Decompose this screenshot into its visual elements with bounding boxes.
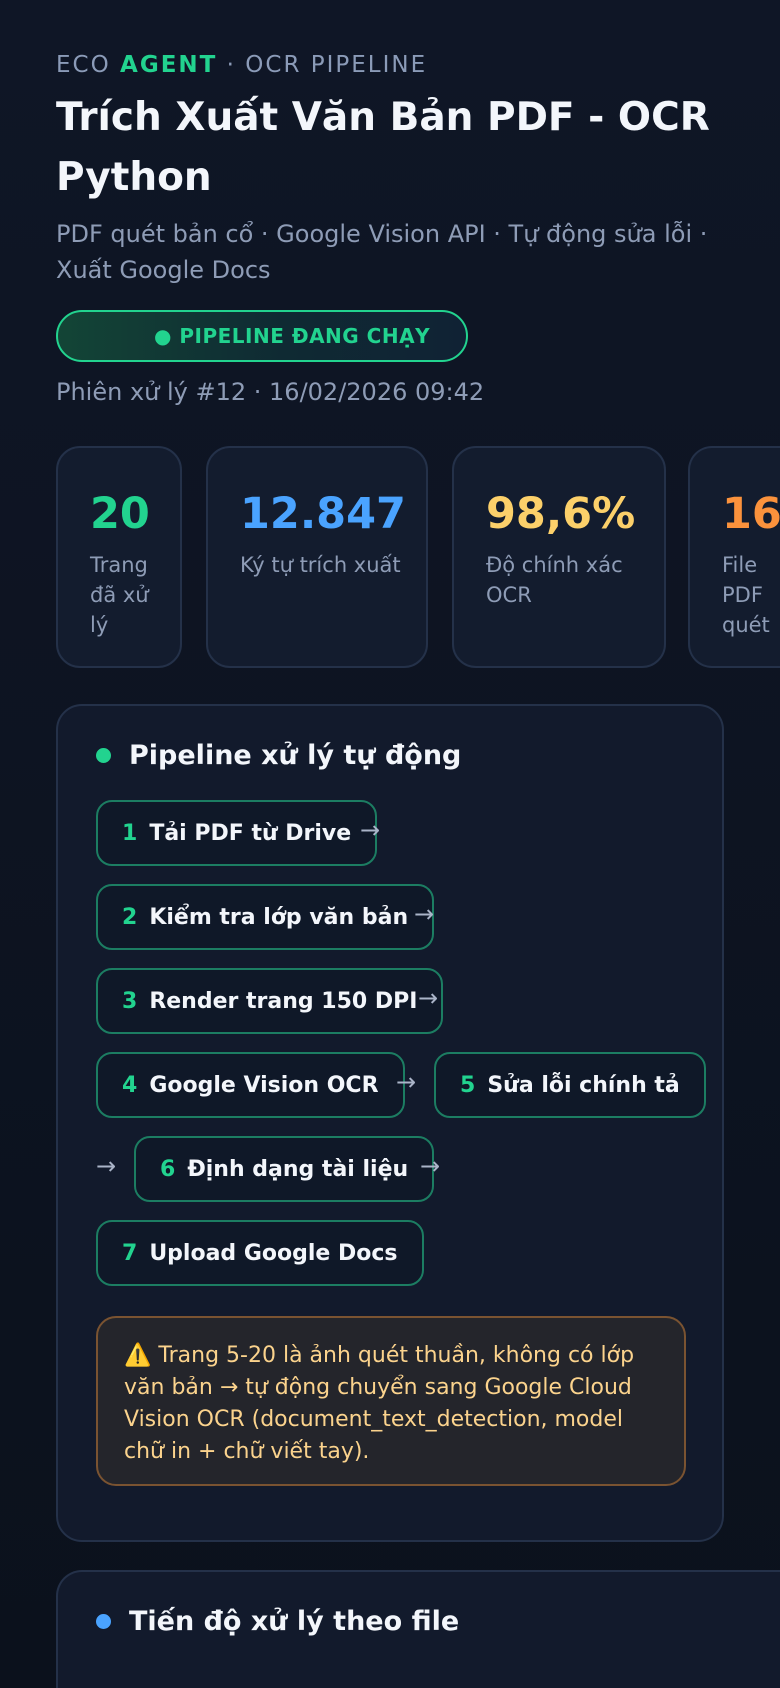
status-dot-icon [96, 1614, 111, 1629]
step-label: Render trang 150 DPI [149, 988, 418, 1014]
stat-value: 16 [722, 489, 780, 539]
step-label: Định dạng tài liệu [187, 1156, 409, 1182]
arrow-right-icon: → [396, 1068, 417, 1096]
step-number: 7 [122, 1240, 138, 1266]
arrow-right-icon: → [418, 984, 439, 1012]
page-subtitle: PDF quét bản cổ · Google Vision API · Tự… [56, 220, 708, 284]
pipeline-heading: Pipeline xử lý tự động [96, 740, 461, 771]
session-info: Phiên xử lý #12 · 16/02/2026 09:42 [56, 378, 485, 406]
stat-label: Trang đã xử lý [90, 553, 149, 637]
arrow-right-icon: → [360, 816, 381, 844]
progress-heading: Tiến độ xử lý theo file [96, 1606, 459, 1637]
eyebrow-pre: ECO [56, 52, 121, 78]
step-label: Sửa lỗi chính tả [487, 1072, 680, 1098]
stat-card-accuracy: 98,6% Độ chính xác OCR [452, 446, 666, 668]
step-number: 3 [122, 988, 138, 1014]
stat-label: Độ chính xác OCR [486, 553, 623, 607]
step-number: 6 [160, 1156, 176, 1182]
step-label: Kiểm tra lớp văn bản [149, 904, 409, 930]
pipeline-step-7[interactable]: 7 Upload Google Docs [96, 1220, 424, 1286]
pipeline-step-2[interactable]: 2 Kiểm tra lớp văn bản [96, 884, 435, 950]
pipeline-panel: Pipeline xử lý tự động 1 Tải PDF từ Driv… [56, 704, 724, 1542]
eyebrow-accent: AGENT [120, 52, 218, 78]
stat-label: Ký tự trích xuất [240, 553, 401, 577]
stat-value: 98,6% [486, 489, 636, 539]
eyebrow: ECO AGENT · OCR PIPELINE [56, 52, 427, 78]
step-number: 1 [122, 820, 138, 846]
arrow-right-icon: → [420, 1152, 441, 1180]
step-number: 2 [122, 904, 138, 930]
pipeline-step-4[interactable]: 4 Google Vision OCR [96, 1052, 405, 1118]
arrow-right-icon: → [414, 900, 435, 928]
stat-value: 20 [90, 489, 150, 539]
step-number: 4 [122, 1072, 138, 1098]
page-title: Trích Xuất Văn Bản PDF - OCR Python [56, 95, 710, 200]
eyebrow-post: · OCR PIPELINE [217, 52, 428, 78]
stat-card-files: 16 File PDF quét [688, 446, 780, 668]
step-label: Google Vision OCR [149, 1072, 379, 1098]
pipeline-step-6[interactable]: 6 Định dạng tài liệu [134, 1136, 435, 1202]
progress-panel: Tiến độ xử lý theo file [56, 1570, 780, 1688]
stat-card-pages: 20 Trang đã xử lý [56, 446, 182, 668]
ocr-warning-box: ⚠️ Trang 5-20 là ảnh quét thuần, không c… [96, 1316, 686, 1486]
stat-label: File PDF quét [722, 553, 770, 637]
status-dot-icon [96, 748, 111, 763]
arrow-right-icon: → [96, 1152, 117, 1180]
warning-text: Trang 5-20 là ảnh quét thuần, không có l… [124, 1343, 635, 1464]
stat-value: 12.847 [240, 489, 406, 539]
pipeline-step-3[interactable]: 3 Render trang 150 DPI [96, 968, 444, 1034]
pipeline-status-badge: ● PIPELINE ĐANG CHẠY [56, 310, 468, 362]
pipeline-step-1[interactable]: 1 Tải PDF từ Drive [96, 800, 378, 866]
warning-icon: ⚠️ [124, 1343, 152, 1368]
pipeline-title: Pipeline xử lý tự động [129, 740, 462, 771]
step-number: 5 [460, 1072, 476, 1098]
pipeline-step-5[interactable]: 5 Sửa lỗi chính tả [434, 1052, 706, 1118]
step-label: Tải PDF từ Drive [149, 820, 352, 846]
stat-card-characters: 12.847 Ký tự trích xuất [206, 446, 428, 668]
step-label: Upload Google Docs [149, 1240, 398, 1266]
progress-title: Tiến độ xử lý theo file [129, 1606, 460, 1637]
